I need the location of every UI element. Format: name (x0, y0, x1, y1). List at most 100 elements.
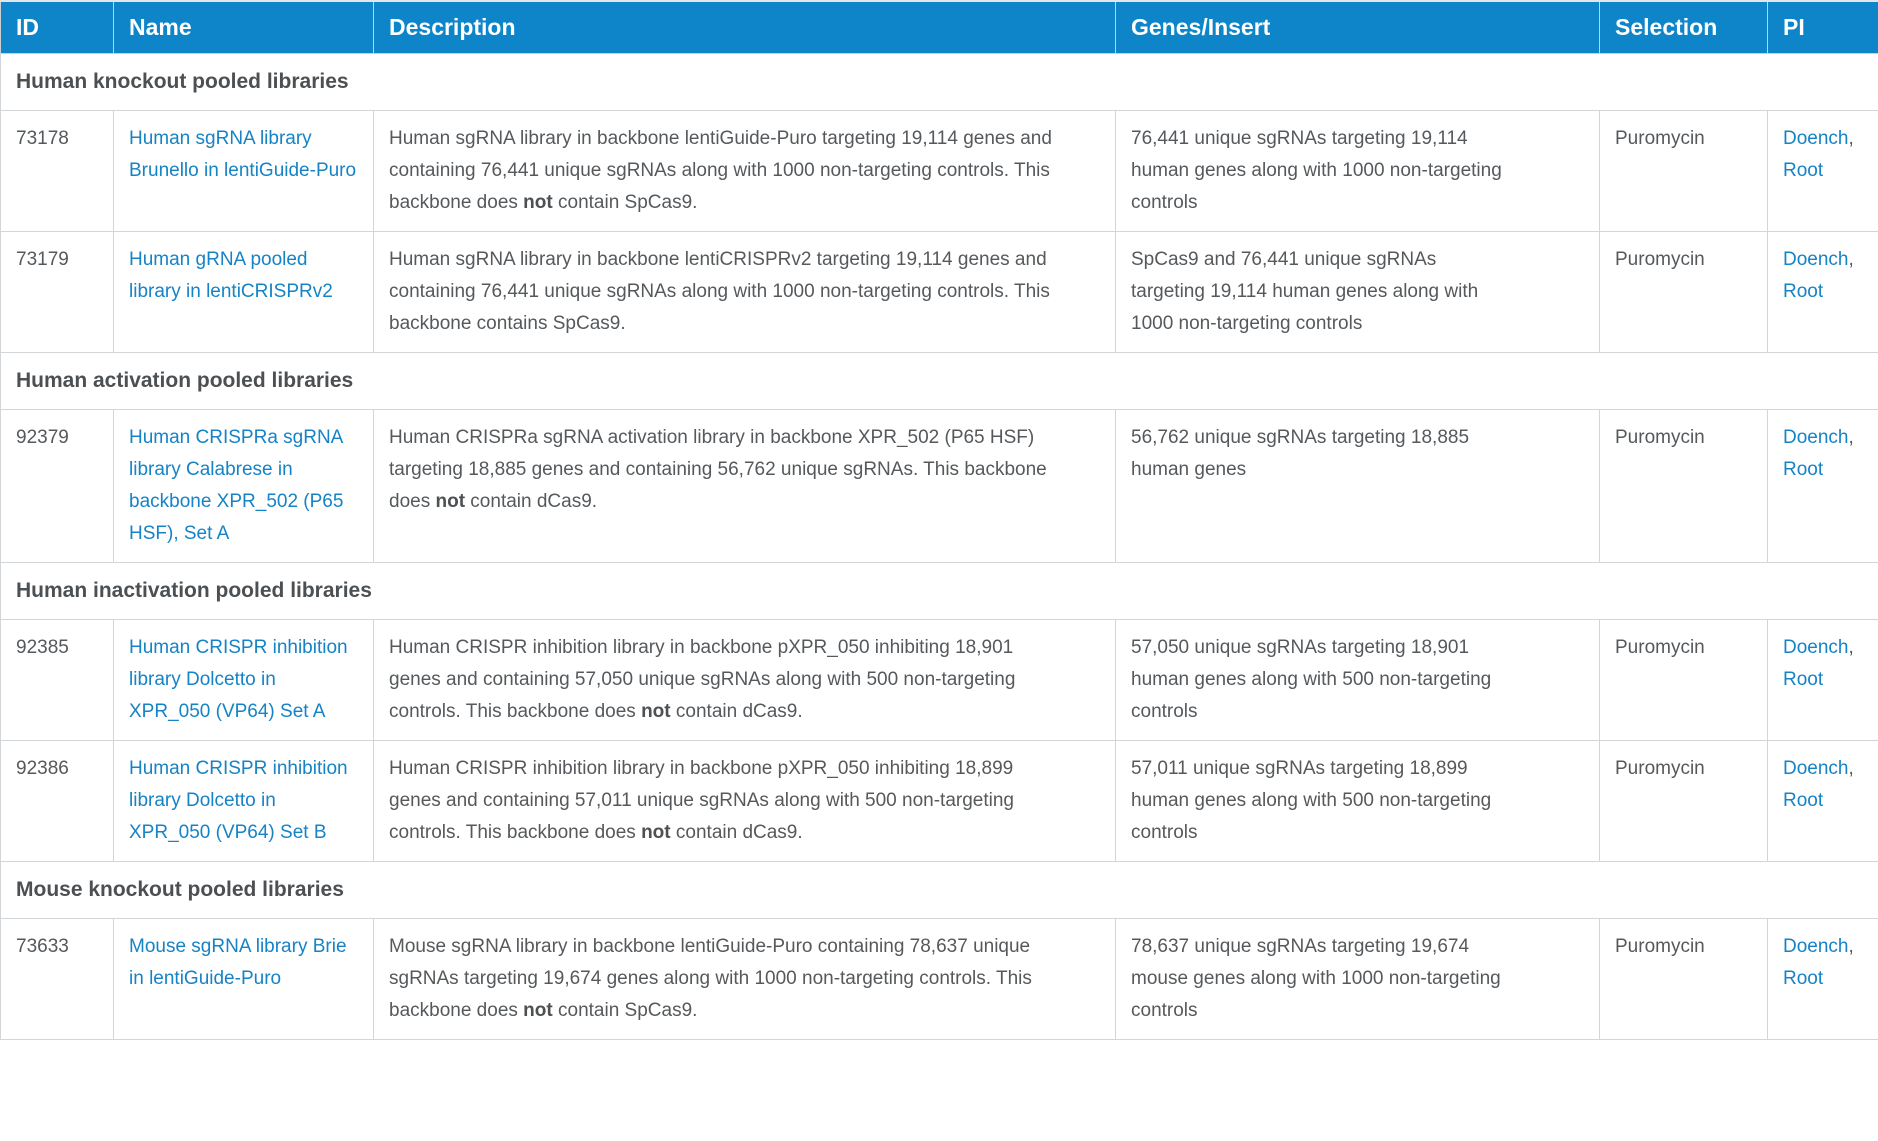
column-header-selection: Selection (1599, 1, 1768, 54)
plasmid-name-link[interactable]: Mouse sgRNA library Brie in lentiGuide-P… (129, 935, 347, 989)
row-id: 92379 (0, 408, 114, 563)
section-title: Human inactivation pooled libraries (0, 561, 1878, 620)
pi-link[interactable]: Root (1783, 159, 1824, 181)
description-bold-text: not (523, 999, 553, 1021)
description-text: contain dCas9. (670, 700, 803, 722)
plasmid-name-link[interactable]: Human CRISPR inhibition library Dolcetto… (129, 757, 348, 843)
section-title: Human activation pooled libraries (0, 351, 1878, 410)
column-header-pi: PI (1767, 1, 1878, 54)
section-title: Mouse knockout pooled libraries (0, 860, 1878, 919)
table-row: 73633 Mouse sgRNA library Brie in lentiG… (0, 917, 1878, 1040)
description-text: contain dCas9. (465, 490, 598, 512)
description-bold-text: not (435, 490, 466, 512)
description-text: Human sgRNA library in backbone lentiCRI… (389, 248, 1050, 334)
table-row: 92379 Human CRISPRa sgRNA library Calabr… (0, 408, 1878, 563)
description-text: contain dCas9. (670, 821, 803, 843)
row-genes-insert: 78,637 unique sgRNAs targeting 19,674 mo… (1115, 917, 1600, 1040)
row-name-cell: Mouse sgRNA library Brie in lentiGuide-P… (113, 917, 374, 1040)
section-header-human-inactivation: Human inactivation pooled libraries (0, 561, 1878, 620)
row-genes-insert: 76,441 unique sgRNAs targeting 19,114 hu… (1115, 109, 1600, 232)
row-genes-insert: 57,011 unique sgRNAs targeting 18,899 hu… (1115, 739, 1600, 862)
row-pi-cell: Doench, Root (1767, 408, 1878, 563)
row-name-cell: Human CRISPR inhibition library Dolcetto… (113, 618, 374, 741)
pi-link[interactable]: Root (1783, 789, 1824, 811)
section-header-mouse-knockout: Mouse knockout pooled libraries (0, 860, 1878, 919)
section-header-human-activation: Human activation pooled libraries (0, 351, 1878, 410)
pi-separator: , (1848, 248, 1854, 270)
table-header: ID Name Description Genes/Insert Selecti… (0, 1, 1878, 54)
pi-link[interactable]: Root (1783, 458, 1824, 480)
description-bold-text: not (641, 700, 671, 722)
description-bold-text: not (641, 821, 671, 843)
column-header-name: Name (113, 1, 374, 54)
table-row: 92385 Human CRISPR inhibition library Do… (0, 618, 1878, 741)
row-pi-cell: Doench, Root (1767, 109, 1878, 232)
pi-link[interactable]: Doench (1783, 127, 1849, 149)
column-header-description: Description (373, 1, 1116, 54)
section-header-human-knockout: Human knockout pooled libraries (0, 52, 1878, 111)
row-id: 73178 (0, 109, 114, 232)
row-description: Human CRISPR inhibition library in backb… (373, 739, 1116, 862)
pi-link[interactable]: Doench (1783, 248, 1849, 270)
plasmid-name-link[interactable]: Human CRISPRa sgRNA library Calabrese in… (129, 426, 344, 544)
row-selection: Puromycin (1599, 917, 1768, 1040)
description-text: Human sgRNA library in backbone lentiGui… (389, 127, 1052, 213)
plasmid-name-link[interactable]: Human gRNA pooled library in lentiCRISPR… (129, 248, 333, 302)
row-name-cell: Human sgRNA library Brunello in lentiGui… (113, 109, 374, 232)
row-genes-insert: SpCas9 and 76,441 unique sgRNAs targetin… (1115, 230, 1600, 353)
pi-link[interactable]: Root (1783, 668, 1824, 690)
pi-separator: , (1848, 636, 1854, 658)
row-pi-cell: Doench, Root (1767, 230, 1878, 353)
pi-separator: , (1848, 935, 1854, 957)
row-id: 92385 (0, 618, 114, 741)
row-description: Human CRISPR inhibition library in backb… (373, 618, 1116, 741)
pi-link[interactable]: Doench (1783, 935, 1849, 957)
row-description: Mouse sgRNA library in backbone lentiGui… (373, 917, 1116, 1040)
row-genes-insert: 56,762 unique sgRNAs targeting 18,885 hu… (1115, 408, 1600, 563)
row-id: 92386 (0, 739, 114, 862)
row-pi-cell: Doench, Root (1767, 739, 1878, 862)
row-description: Human CRISPRa sgRNA activation library i… (373, 408, 1116, 563)
row-selection: Puromycin (1599, 739, 1768, 862)
table-row: 92386 Human CRISPR inhibition library Do… (0, 739, 1878, 862)
row-pi-cell: Doench, Root (1767, 917, 1878, 1040)
plasmid-name-link[interactable]: Human CRISPR inhibition library Dolcetto… (129, 636, 348, 722)
pi-separator: , (1848, 757, 1854, 779)
pi-link[interactable]: Doench (1783, 426, 1849, 448)
pi-separator: , (1848, 127, 1854, 149)
table-row: 73179 Human gRNA pooled library in lenti… (0, 230, 1878, 353)
row-selection: Puromycin (1599, 408, 1768, 563)
pooled-libraries-table: ID Name Description Genes/Insert Selecti… (0, 0, 1878, 1040)
row-selection: Puromycin (1599, 109, 1768, 232)
description-text: Human CRISPRa sgRNA activation library i… (389, 426, 1047, 512)
description-text: contain SpCas9. (552, 999, 698, 1021)
row-name-cell: Human gRNA pooled library in lentiCRISPR… (113, 230, 374, 353)
row-description: Human sgRNA library in backbone lentiCRI… (373, 230, 1116, 353)
pi-link[interactable]: Root (1783, 280, 1824, 302)
plasmid-name-link[interactable]: Human sgRNA library Brunello in lentiGui… (129, 127, 357, 181)
section-title: Human knockout pooled libraries (0, 52, 1878, 111)
description-text: contain SpCas9. (552, 191, 698, 213)
row-selection: Puromycin (1599, 230, 1768, 353)
row-id: 73633 (0, 917, 114, 1040)
row-id: 73179 (0, 230, 114, 353)
description-bold-text: not (523, 191, 553, 213)
row-selection: Puromycin (1599, 618, 1768, 741)
table-row: 73178 Human sgRNA library Brunello in le… (0, 109, 1878, 232)
pi-separator: , (1848, 426, 1854, 448)
pi-link[interactable]: Doench (1783, 636, 1849, 658)
table-body: Human knockout pooled libraries 73178 Hu… (0, 52, 1878, 1040)
pi-link[interactable]: Doench (1783, 757, 1849, 779)
row-genes-insert: 57,050 unique sgRNAs targeting 18,901 hu… (1115, 618, 1600, 741)
row-pi-cell: Doench, Root (1767, 618, 1878, 741)
description-text: Human CRISPR inhibition library in backb… (389, 636, 1016, 722)
description-text: Human CRISPR inhibition library in backb… (389, 757, 1014, 843)
row-name-cell: Human CRISPR inhibition library Dolcetto… (113, 739, 374, 862)
description-text: Mouse sgRNA library in backbone lentiGui… (389, 935, 1032, 1021)
row-description: Human sgRNA library in backbone lentiGui… (373, 109, 1116, 232)
row-name-cell: Human CRISPRa sgRNA library Calabrese in… (113, 408, 374, 563)
header-row: ID Name Description Genes/Insert Selecti… (0, 1, 1878, 54)
column-header-genes-insert: Genes/Insert (1115, 1, 1600, 54)
pi-link[interactable]: Root (1783, 967, 1824, 989)
column-header-id: ID (0, 1, 114, 54)
